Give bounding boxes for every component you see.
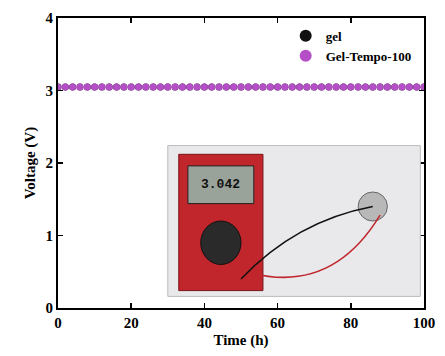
svg-text:40: 40: [197, 315, 212, 331]
svg-text:Gel-Tempo-100: Gel-Tempo-100: [326, 49, 411, 64]
svg-text:4: 4: [46, 10, 54, 26]
svg-text:80: 80: [343, 315, 358, 331]
svg-text:0: 0: [46, 300, 54, 316]
svg-text:2: 2: [46, 155, 54, 171]
svg-text:1: 1: [46, 228, 54, 244]
svg-text:Time (h): Time (h): [213, 332, 268, 349]
svg-text:Voltage (V): Voltage (V): [22, 127, 39, 199]
svg-text:100: 100: [413, 315, 436, 331]
svg-text:20: 20: [124, 315, 139, 331]
svg-text:60: 60: [270, 315, 285, 331]
svg-text:0: 0: [54, 315, 62, 331]
svg-text:3: 3: [46, 83, 54, 99]
svg-text:3.042: 3.042: [201, 177, 240, 192]
svg-text:gel: gel: [326, 29, 342, 44]
